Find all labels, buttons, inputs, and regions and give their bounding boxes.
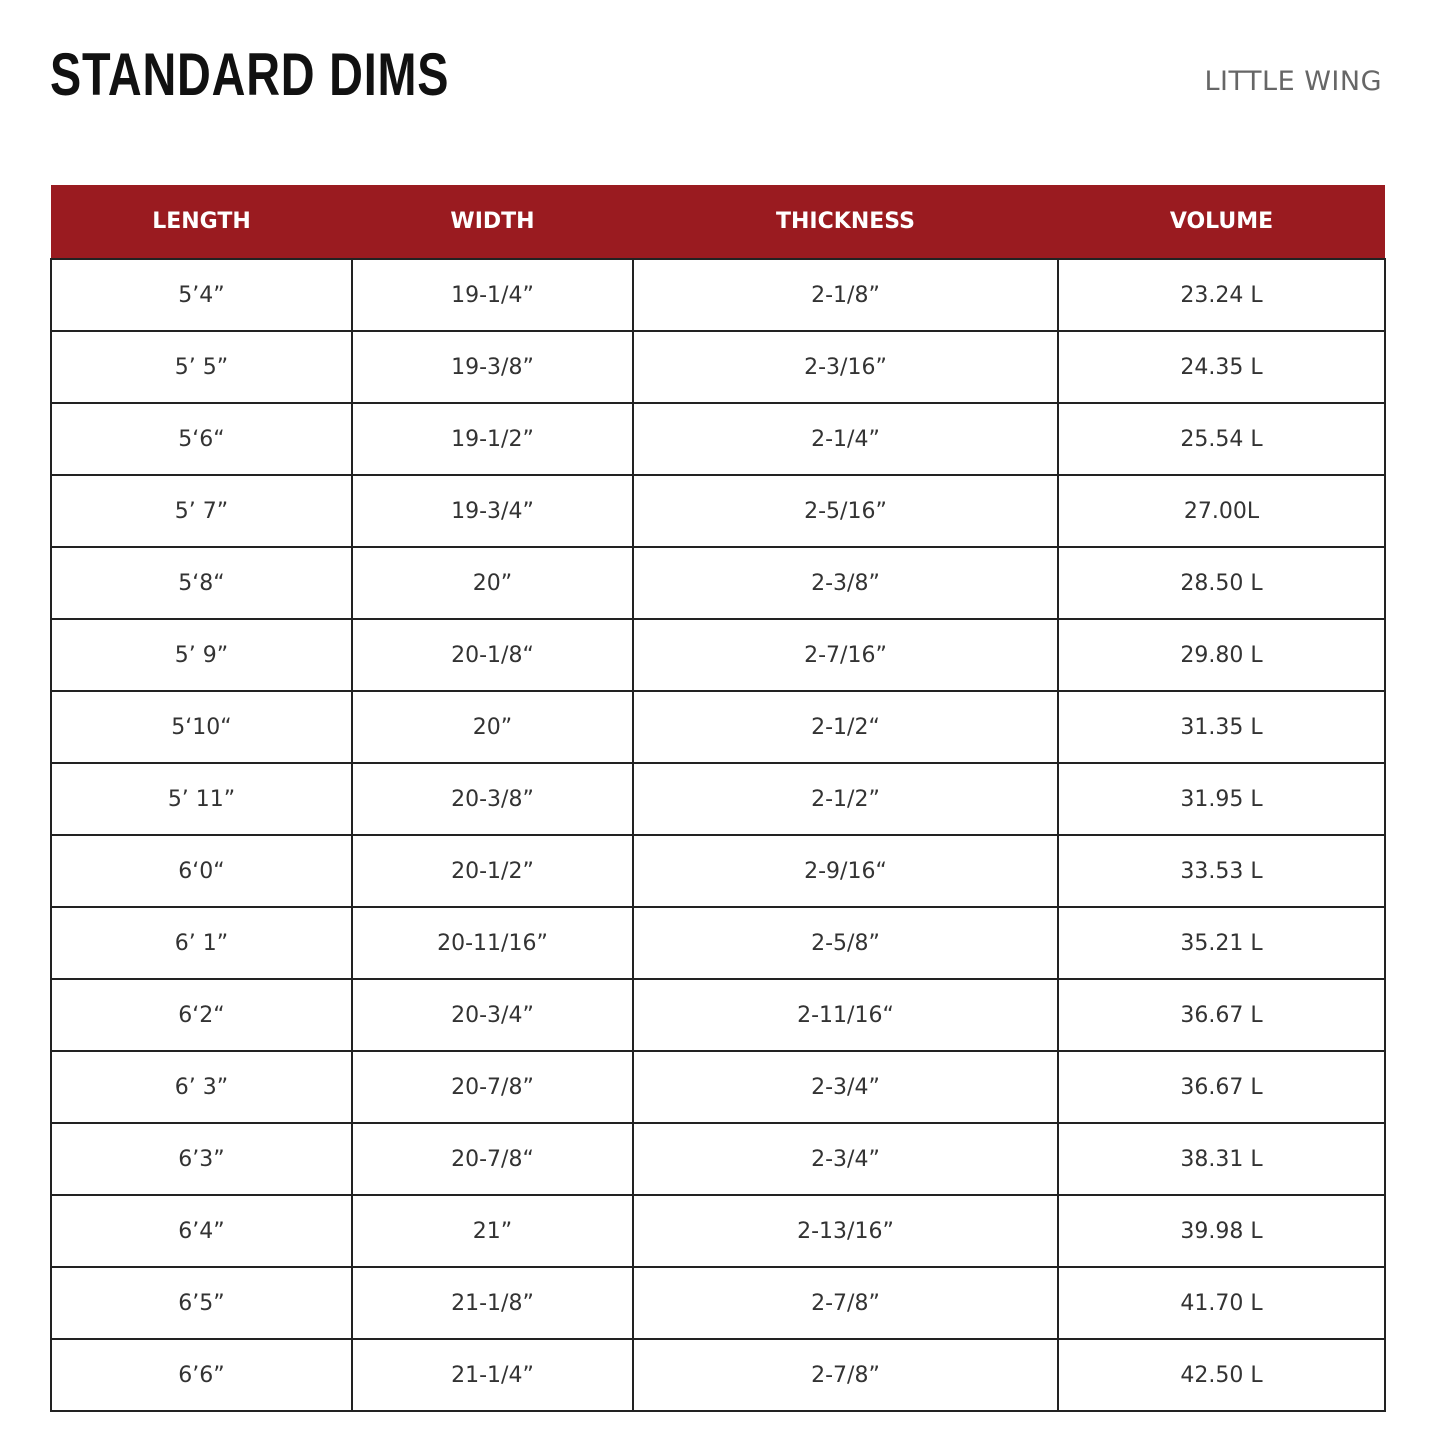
cell-thickness: 2-3/8”: [632, 546, 1059, 620]
table-row: 5’ 7” 19-3/4” 2-5/16” 27.00L: [50, 474, 1386, 548]
cell-length: 6’ 3”: [50, 1050, 353, 1124]
cell-width: 20-11/16”: [351, 906, 634, 980]
cell-width: 20”: [351, 546, 634, 620]
cell-thickness: 2-3/4”: [632, 1050, 1059, 1124]
table-row: 5’4” 19-1/4” 2-1/8” 23.24 L: [50, 258, 1386, 332]
cell-length: 5‘10“: [50, 690, 353, 764]
table-row: 6’6” 21-1/4” 2-7/8” 42.50 L: [50, 1338, 1386, 1412]
cell-thickness: 2-1/2”: [632, 762, 1059, 836]
cell-volume: 28.50 L: [1057, 546, 1386, 620]
table-row: 6’4” 21” 2-13/16” 39.98 L: [50, 1194, 1386, 1268]
cell-length: 6’3”: [50, 1122, 353, 1196]
cell-width: 20-7/8”: [351, 1050, 634, 1124]
cell-length: 5’ 5”: [50, 330, 353, 404]
cell-volume: 36.67 L: [1057, 1050, 1386, 1124]
dimensions-table: LENGTH WIDTH THICKNESS VOLUME 5’4” 19-1/4” 2-…: [50, 185, 1386, 1412]
cell-thickness: 2-3/4”: [632, 1122, 1059, 1196]
column-header-thickness: THICKNESS: [633, 185, 1058, 259]
cell-thickness: 2-11/16“: [632, 978, 1059, 1052]
table-header-row: LENGTH WIDTH THICKNESS VOLUME: [51, 185, 1385, 259]
cell-thickness: 2-3/16”: [632, 330, 1059, 404]
cell-width: 19-1/4”: [351, 258, 634, 332]
cell-length: 5‘8“: [50, 546, 353, 620]
cell-length: 6’4”: [50, 1194, 353, 1268]
cell-width: 19-3/4”: [351, 474, 634, 548]
table-row: 6‘2“ 20-3/4” 2-11/16“ 36.67 L: [50, 978, 1386, 1052]
table-row: 6’3” 20-7/8“ 2-3/4” 38.31 L: [50, 1122, 1386, 1196]
cell-thickness: 2-1/8”: [632, 258, 1059, 332]
table-row: 5’ 5” 19-3/8” 2-3/16” 24.35 L: [50, 330, 1386, 404]
cell-width: 20”: [351, 690, 634, 764]
cell-length: 5’ 9”: [50, 618, 353, 692]
cell-thickness: 2-1/4”: [632, 402, 1059, 476]
cell-length: 6’ 1”: [50, 906, 353, 980]
cell-volume: 33.53 L: [1057, 834, 1386, 908]
cell-volume: 31.95 L: [1057, 762, 1386, 836]
cell-width: 19-3/8”: [351, 330, 634, 404]
page-title: STANDARD DIMS: [50, 41, 450, 108]
table-row: 6’ 1” 20-11/16” 2-5/8” 35.21 L: [50, 906, 1386, 980]
table-row: 5‘8“ 20” 2-3/8” 28.50 L: [50, 546, 1386, 620]
cell-thickness: 2-7/8”: [632, 1338, 1059, 1412]
cell-volume: 42.50 L: [1057, 1338, 1386, 1412]
column-header-length: LENGTH: [51, 185, 352, 259]
cell-thickness: 2-7/16”: [632, 618, 1059, 692]
cell-volume: 27.00L: [1057, 474, 1386, 548]
cell-thickness: 2-1/2“: [632, 690, 1059, 764]
cell-length: 6‘0“: [50, 834, 353, 908]
cell-volume: 23.24 L: [1057, 258, 1386, 332]
cell-thickness: 2-9/16“: [632, 834, 1059, 908]
cell-volume: 35.21 L: [1057, 906, 1386, 980]
cell-width: 19-1/2”: [351, 402, 634, 476]
cell-width: 20-1/8“: [351, 618, 634, 692]
cell-width: 21”: [351, 1194, 634, 1268]
cell-width: 20-7/8“: [351, 1122, 634, 1196]
cell-volume: 38.31 L: [1057, 1122, 1386, 1196]
table-row: 5’ 11” 20-3/8” 2-1/2” 31.95 L: [50, 762, 1386, 836]
table-row: 6’5” 21-1/8” 2-7/8” 41.70 L: [50, 1266, 1386, 1340]
cell-volume: 29.80 L: [1057, 618, 1386, 692]
column-header-volume: VOLUME: [1058, 185, 1385, 259]
cell-volume: 39.98 L: [1057, 1194, 1386, 1268]
table-row: 5‘6“ 19-1/2” 2-1/4” 25.54 L: [50, 402, 1386, 476]
cell-thickness: 2-7/8”: [632, 1266, 1059, 1340]
cell-length: 6‘2“: [50, 978, 353, 1052]
cell-length: 6’6”: [50, 1338, 353, 1412]
cell-volume: 31.35 L: [1057, 690, 1386, 764]
cell-volume: 41.70 L: [1057, 1266, 1386, 1340]
cell-length: 6’5”: [50, 1266, 353, 1340]
cell-length: 5’ 11”: [50, 762, 353, 836]
cell-volume: 24.35 L: [1057, 330, 1386, 404]
cell-thickness: 2-13/16”: [632, 1194, 1059, 1268]
cell-width: 20-1/2”: [351, 834, 634, 908]
cell-width: 20-3/8”: [351, 762, 634, 836]
table-row: 6’ 3” 20-7/8” 2-3/4” 36.67 L: [50, 1050, 1386, 1124]
cell-volume: 36.67 L: [1057, 978, 1386, 1052]
table-row: 6‘0“ 20-1/2” 2-9/16“ 33.53 L: [50, 834, 1386, 908]
cell-length: 5’4”: [50, 258, 353, 332]
cell-volume: 25.54 L: [1057, 402, 1386, 476]
cell-width: 21-1/8”: [351, 1266, 634, 1340]
model-name: LITTLE WING: [1204, 66, 1382, 97]
cell-width: 21-1/4”: [351, 1338, 634, 1412]
cell-thickness: 2-5/16”: [632, 474, 1059, 548]
table-row: 5‘10“ 20” 2-1/2“ 31.35 L: [50, 690, 1386, 764]
cell-thickness: 2-5/8”: [632, 906, 1059, 980]
table-row: 5’ 9” 20-1/8“ 2-7/16” 29.80 L: [50, 618, 1386, 692]
column-header-width: WIDTH: [352, 185, 633, 259]
cell-length: 5’ 7”: [50, 474, 353, 548]
cell-length: 5‘6“: [50, 402, 353, 476]
cell-width: 20-3/4”: [351, 978, 634, 1052]
